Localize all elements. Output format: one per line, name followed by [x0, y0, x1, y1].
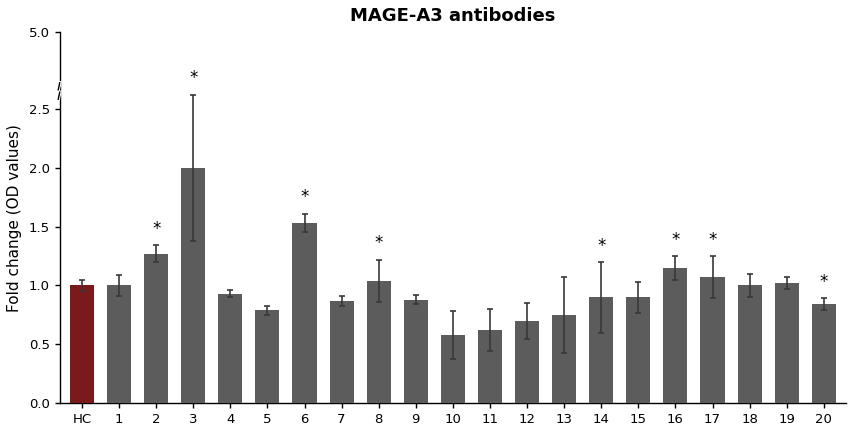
Bar	[589, 297, 613, 403]
Bar	[70, 285, 94, 403]
Text: *: *	[374, 234, 383, 252]
Bar	[329, 301, 354, 403]
Text: *: *	[819, 273, 827, 291]
Text: *: *	[596, 237, 605, 255]
Bar	[737, 285, 761, 403]
Bar	[144, 254, 168, 403]
Bar	[551, 315, 576, 403]
Bar	[663, 268, 687, 403]
Bar	[477, 330, 502, 403]
Bar	[366, 281, 390, 403]
Bar	[699, 277, 723, 403]
Bar	[218, 294, 242, 403]
Bar	[106, 285, 131, 403]
Text: *: *	[671, 231, 679, 249]
Text: *: *	[152, 220, 160, 238]
Bar	[292, 223, 316, 403]
Text: *: *	[707, 231, 716, 249]
Bar	[440, 335, 464, 403]
Text: *: *	[189, 69, 197, 87]
Bar	[515, 321, 538, 403]
Text: *: *	[300, 188, 308, 207]
Bar	[181, 168, 205, 403]
Bar	[403, 300, 428, 403]
Title: MAGE-A3 antibodies: MAGE-A3 antibodies	[350, 7, 555, 25]
Bar	[625, 297, 649, 403]
Bar	[811, 304, 835, 403]
Bar	[774, 283, 797, 403]
Y-axis label: Fold change (OD values): Fold change (OD values)	[7, 124, 22, 312]
Bar	[255, 310, 279, 403]
